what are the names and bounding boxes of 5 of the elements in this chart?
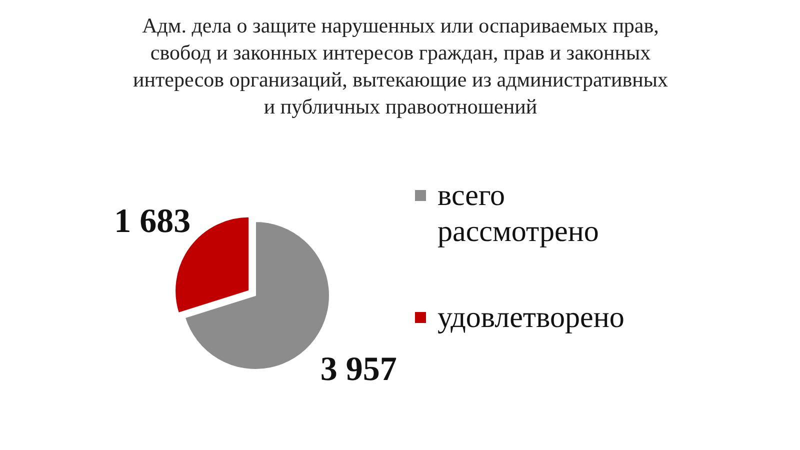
legend-label: всего рассмотрено (438, 179, 599, 248)
chart-title: Адм. дела о защите нарушенных или оспариваемых прав, свобод и законных интересов граждан, прав и законных интересов организаций, вытекающие из административных и публичных правоотношений (133, 14, 668, 118)
data-label: 1 683 (114, 203, 191, 240)
data-label: 3 957 (320, 350, 397, 388)
legend-label: удовлетворено (438, 301, 624, 334)
